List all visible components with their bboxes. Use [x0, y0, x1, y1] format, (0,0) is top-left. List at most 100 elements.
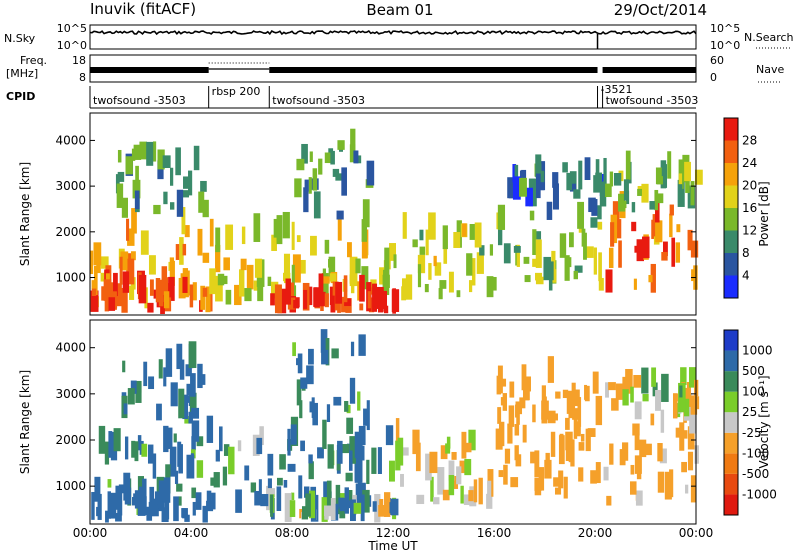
heatmap-cell: [206, 500, 214, 512]
heatmap-cell: [652, 382, 658, 397]
heatmap-cell: [113, 428, 121, 452]
heatmap-cell: [442, 225, 448, 250]
heatmap-cell: [463, 494, 471, 506]
heatmap-cell: [687, 229, 693, 251]
heatmap-cell: [434, 262, 442, 276]
cpid-panel: CPID twofsound -3503 rbsp 200 twofsound -3…: [6, 83, 698, 109]
heatmap-cell: [509, 381, 515, 398]
heatmap-cell: [371, 447, 377, 474]
heatmap-cell: [309, 401, 315, 413]
cpid-segment-label: twofsound -3503: [93, 94, 186, 107]
heatmap-cell: [344, 298, 352, 307]
heatmap-cell: [330, 497, 336, 521]
heatmap-cell: [606, 495, 612, 506]
heatmap-cell: [153, 289, 158, 299]
heatmap-cell: [516, 244, 520, 267]
heatmap-cell: [134, 441, 139, 462]
heatmap-cell: [301, 143, 308, 164]
heatmap-cell: [313, 191, 321, 219]
heatmap-cell: [349, 256, 358, 287]
heatmap-cell: [535, 154, 542, 178]
heatmap-cell: [317, 291, 326, 307]
heatmap-cell: [209, 218, 214, 247]
heatmap-cell: [358, 482, 366, 506]
heatmap-cell: [468, 490, 474, 502]
heatmap-cell: [149, 279, 154, 296]
colorbar-tick-label: 28: [742, 134, 757, 148]
heatmap-cell: [202, 199, 209, 218]
heatmap-cell: [433, 497, 440, 505]
heatmap-cell: [170, 382, 178, 407]
heatmap-cell: [657, 443, 663, 462]
noise-panel: N.Sky 10^5 10^0 N.Search 10^5 10^0: [4, 22, 794, 52]
heatmap-cell: [510, 477, 519, 488]
heatmap-cell: [644, 443, 652, 456]
heatmap-cell: [368, 297, 375, 313]
heatmap-cell: [206, 490, 212, 502]
heatmap-cell: [555, 391, 561, 399]
heatmap-cell: [137, 435, 142, 451]
heatmap-cell: [401, 278, 410, 290]
heatmap-cell: [595, 395, 603, 426]
heatmap-cell: [473, 479, 478, 503]
range-tick-label: 4000: [55, 133, 86, 147]
power-cb-label: Power [dB]: [757, 181, 771, 246]
heatmap-cell: [188, 341, 197, 368]
heatmap-cell: [680, 367, 687, 386]
heatmap-cell: [655, 202, 660, 223]
heatmap-cell: [322, 268, 326, 276]
heatmap-cell: [615, 383, 624, 400]
heatmap-cell: [131, 148, 136, 161]
colorbar-tick-label: 16: [742, 201, 757, 215]
heatmap-cell: [577, 397, 582, 427]
velocity-cb-label: Velocity [m s⁻¹]: [757, 375, 771, 468]
heatmap-cell: [156, 403, 162, 421]
heatmap-cell: [633, 278, 637, 290]
heatmap-cell: [283, 253, 291, 284]
heatmap-cell: [565, 447, 570, 461]
heatmap-cell: [695, 396, 700, 410]
heatmap-cell: [239, 269, 245, 297]
heatmap-cell: [514, 164, 519, 184]
heatmap-cell: [574, 265, 583, 273]
heatmap-cell: [502, 393, 508, 411]
heatmap-cell: [317, 447, 324, 459]
heatmap-cell: [114, 283, 122, 307]
heatmap-cell: [148, 376, 155, 390]
heatmap-cell: [160, 301, 165, 315]
heatmap-cell: [149, 486, 155, 507]
heatmap-cell: [573, 189, 581, 199]
heatmap-cell: [633, 374, 642, 388]
heatmap-cell: [462, 223, 467, 237]
heatmap-cell: [309, 151, 313, 162]
heatmap-cell: [424, 283, 429, 293]
cpid-segment-label: -3521: [601, 83, 633, 96]
heatmap-cell: [327, 444, 334, 469]
noise-trace: [89, 29, 697, 49]
heatmap-cell: [225, 224, 234, 250]
heatmap-cell: [215, 227, 221, 253]
heatmap-cell: [532, 404, 536, 423]
heatmap-cell: [569, 232, 574, 248]
heatmap-cell: [190, 453, 194, 473]
heatmap-cell: [650, 263, 656, 293]
heatmap-cell: [293, 299, 300, 309]
colorbar-tick-label: 25: [742, 405, 757, 419]
heatmap-cell: [279, 454, 286, 470]
heatmap-cell: [566, 390, 573, 414]
heatmap-cell: [354, 431, 363, 459]
heatmap-cell: [320, 329, 328, 353]
heatmap-cell: [357, 391, 361, 411]
heatmap-cell: [512, 176, 521, 200]
heatmap-cell: [358, 425, 366, 446]
heatmap-cell: [176, 483, 183, 492]
heatmap-cell: [91, 280, 95, 290]
heatmap-cell: [267, 276, 272, 287]
heatmap-cell: [254, 258, 263, 278]
colorbar-tick-label: 4: [742, 269, 750, 283]
heatmap-cell: [382, 274, 390, 288]
heatmap-cell: [116, 183, 124, 208]
heatmap-cell: [241, 226, 246, 245]
heatmap-cell: [690, 475, 697, 503]
heatmap-cell: [107, 491, 111, 519]
